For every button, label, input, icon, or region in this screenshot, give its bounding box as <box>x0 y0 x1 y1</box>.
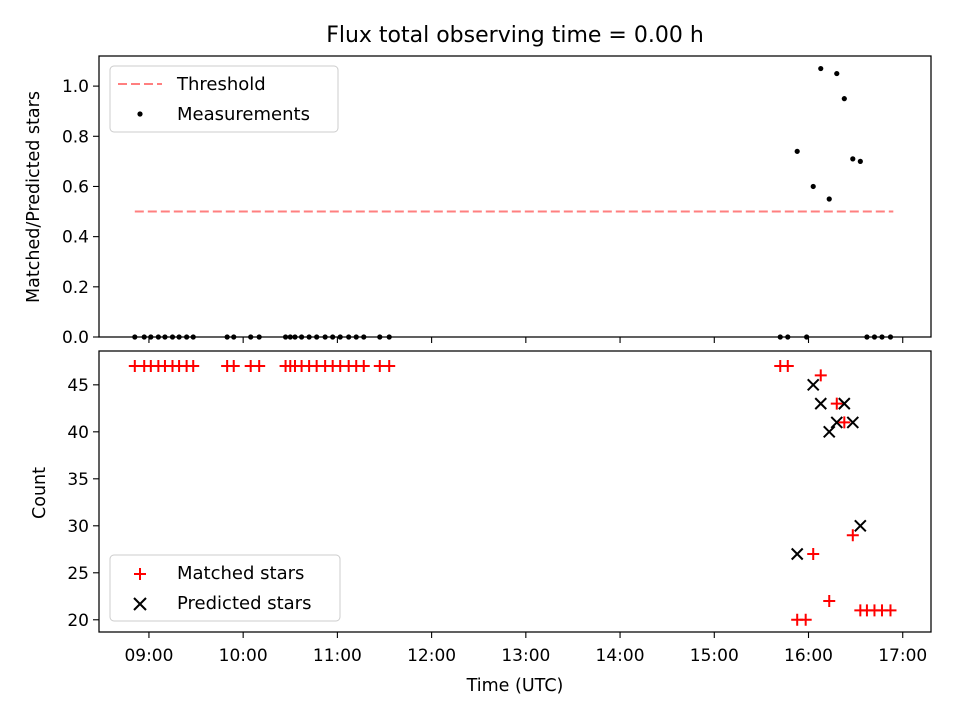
x-axis-label: Time (UTC) <box>466 676 564 696</box>
measurements-point <box>826 196 832 202</box>
x-tick-label: 17:00 <box>878 646 927 666</box>
y-tick-label: 0.2 <box>62 278 89 298</box>
count-panel: 20 25 30 35 40 45 Count Matched stars Predict… <box>30 350 932 633</box>
matched-stars-point <box>814 369 827 382</box>
measurements-legend-swatch <box>137 111 143 117</box>
matched-stars-point <box>253 360 266 373</box>
x-tick-label: 16:00 <box>784 646 833 666</box>
count-legend-box <box>109 554 341 622</box>
x-tick-label: 15:00 <box>690 646 739 666</box>
chart-title: Flux total observing time = 0.00 h <box>326 23 704 48</box>
y-tick-label: 0.8 <box>62 127 89 147</box>
ratio-legend-box <box>109 65 339 133</box>
matched-stars-point <box>807 547 820 560</box>
measurements-point <box>818 65 824 72</box>
matched-stars-point <box>838 416 851 429</box>
matched-stars-legend-label: Matched stars <box>177 563 304 584</box>
y-tick-label: 0.4 <box>62 228 89 248</box>
x-tick-label: 13:00 <box>501 646 550 666</box>
measurements-point <box>834 70 840 77</box>
matched-stars-legend-swatch <box>134 568 146 580</box>
ratio-plot-frame <box>98 55 932 338</box>
x-tick-label: 10:00 <box>219 646 268 666</box>
measurements-point <box>794 148 800 154</box>
measurements-point <box>850 156 856 162</box>
ratio-x-ticks <box>148 337 904 343</box>
y-tick-label: 45 <box>67 376 89 396</box>
measurements-point <box>841 96 847 102</box>
threshold-legend-label: Threshold <box>176 74 266 95</box>
y-tick-label: 30 <box>67 517 89 537</box>
matched-stars-point <box>227 360 240 373</box>
y-tick-label: 35 <box>67 470 89 490</box>
x-tick-label: 11:00 <box>313 646 362 666</box>
measurements-point <box>857 158 863 164</box>
matched-stars-point <box>799 613 812 626</box>
matched-stars-point <box>830 397 843 410</box>
predicted-stars-point <box>854 519 867 533</box>
y-tick-label: 0.6 <box>62 177 89 197</box>
matched-stars-point <box>781 360 794 373</box>
predicted-stars-legend-swatch <box>133 597 147 611</box>
matched-stars-point <box>187 360 200 373</box>
x-tick-label: 09:00 <box>124 646 173 666</box>
predicted-stars-point <box>830 416 843 429</box>
x-tick-label: 12:00 <box>407 646 456 666</box>
matched-stars-point <box>383 360 396 373</box>
y-tick-label: 25 <box>67 564 89 584</box>
predicted-stars-point <box>807 378 820 392</box>
ratio-panel: 0.0 0.2 0.4 0.6 0.8 1.0 Matched/Predicted sta… <box>24 55 932 348</box>
predicted-stars-point <box>790 547 804 561</box>
predicted-stars-point <box>846 416 860 429</box>
matched-stars-point <box>884 604 897 617</box>
count-legend: Matched stars Predicted stars <box>109 554 341 622</box>
y-tick-label: 0.0 <box>62 328 89 348</box>
ratio-y-axis-label: Matched/Predicted stars <box>24 91 44 303</box>
predicted-stars-point <box>814 397 827 410</box>
x-tick-label: 14:00 <box>596 646 645 666</box>
y-tick-label: 1.0 <box>62 77 89 97</box>
predicted-stars-legend-label: Predicted stars <box>177 593 311 614</box>
matched-stars-point <box>823 594 836 607</box>
predicted-stars-point <box>838 397 851 410</box>
matched-stars-point <box>357 360 370 373</box>
measurements-legend-label: Measurements <box>177 104 310 125</box>
y-tick-label: 40 <box>67 423 89 443</box>
count-y-axis-label: Count <box>30 467 50 519</box>
matched-stars-point <box>846 529 859 542</box>
measurements-point <box>810 183 816 190</box>
ratio-legend: Threshold Measurements <box>109 65 339 133</box>
predicted-stars-point <box>823 425 836 439</box>
count-plot-frame <box>98 350 932 633</box>
y-tick-label: 20 <box>67 611 89 631</box>
